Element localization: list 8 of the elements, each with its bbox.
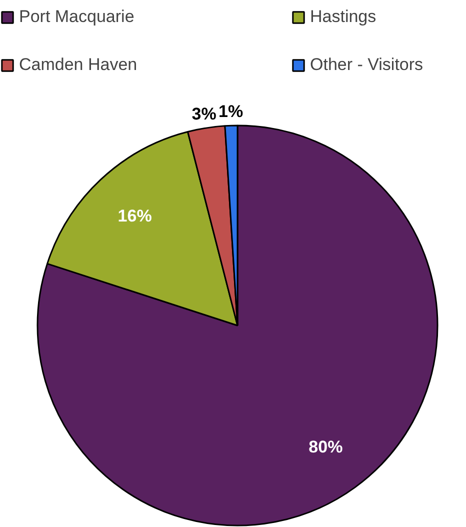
data-label: 80% bbox=[308, 437, 343, 456]
data-label: 1% bbox=[218, 102, 244, 122]
legend-label: Camden Haven bbox=[19, 55, 138, 75]
legend-label: Other - Visitors bbox=[310, 55, 424, 75]
legend-label: Hastings bbox=[310, 7, 378, 27]
data-label: 16% bbox=[118, 206, 152, 226]
legend-label: Port Macquarie bbox=[19, 7, 136, 27]
data-label: 3% bbox=[192, 104, 216, 124]
